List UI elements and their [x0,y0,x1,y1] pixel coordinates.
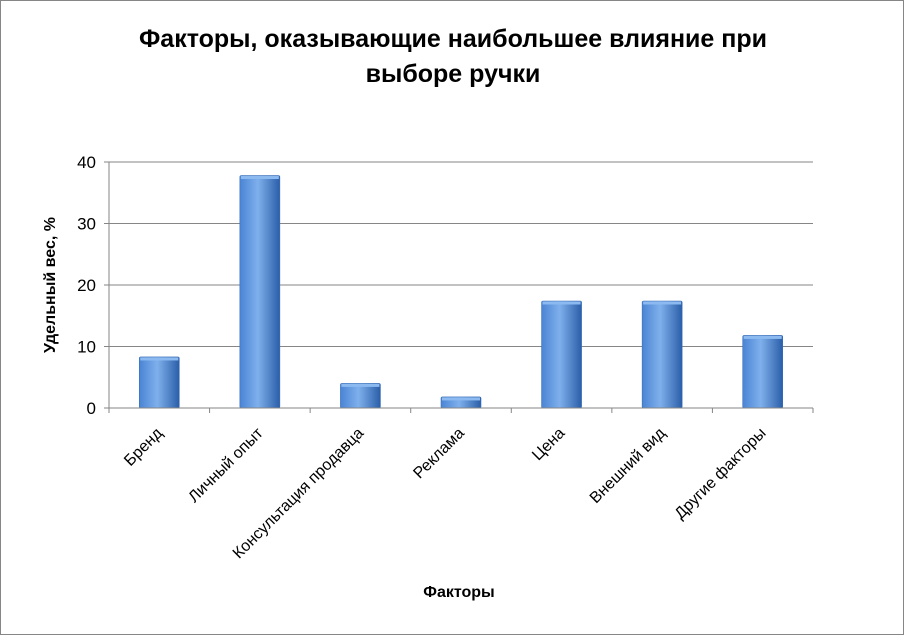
bar [138,356,180,409]
bar [742,335,784,409]
bar [541,300,582,409]
y-tick-label: 0 [87,399,96,418]
x-category-label: Цена [529,425,568,464]
bars [138,175,784,409]
y-axis-title: Удельный вес, % [42,217,59,353]
bar-top-highlight [140,357,179,361]
chart-title-line-2: выборе ручки [366,60,541,88]
x-category-label: Личный опыт [185,424,267,506]
y-tick-label: 30 [77,215,96,234]
x-category-label: Реклама [410,425,467,482]
y-tick-label: 10 [77,338,96,357]
bar [239,175,281,409]
x-category-label: Внешний вид [587,424,670,507]
y-axis-ticks: 0 10 20 30 40 [77,153,109,418]
x-axis-title: Факторы [423,584,494,601]
bar-top-highlight [542,301,581,305]
bar-top-highlight [442,397,480,401]
x-category-label: Бренд [121,424,166,469]
bar-top-highlight [240,176,279,180]
gridlines [109,161,813,347]
bar [641,300,683,409]
x-category-label: Другие факторы [672,425,770,523]
chart-title-line-1: Факторы, оказывающие наибольшее влияние … [139,25,767,53]
bar-top-highlight [743,335,782,339]
y-tick-label: 20 [77,276,96,295]
y-tick-label: 40 [77,153,96,172]
bar-top-highlight [643,301,682,305]
bar-top-highlight [341,383,380,387]
bar [340,383,381,409]
